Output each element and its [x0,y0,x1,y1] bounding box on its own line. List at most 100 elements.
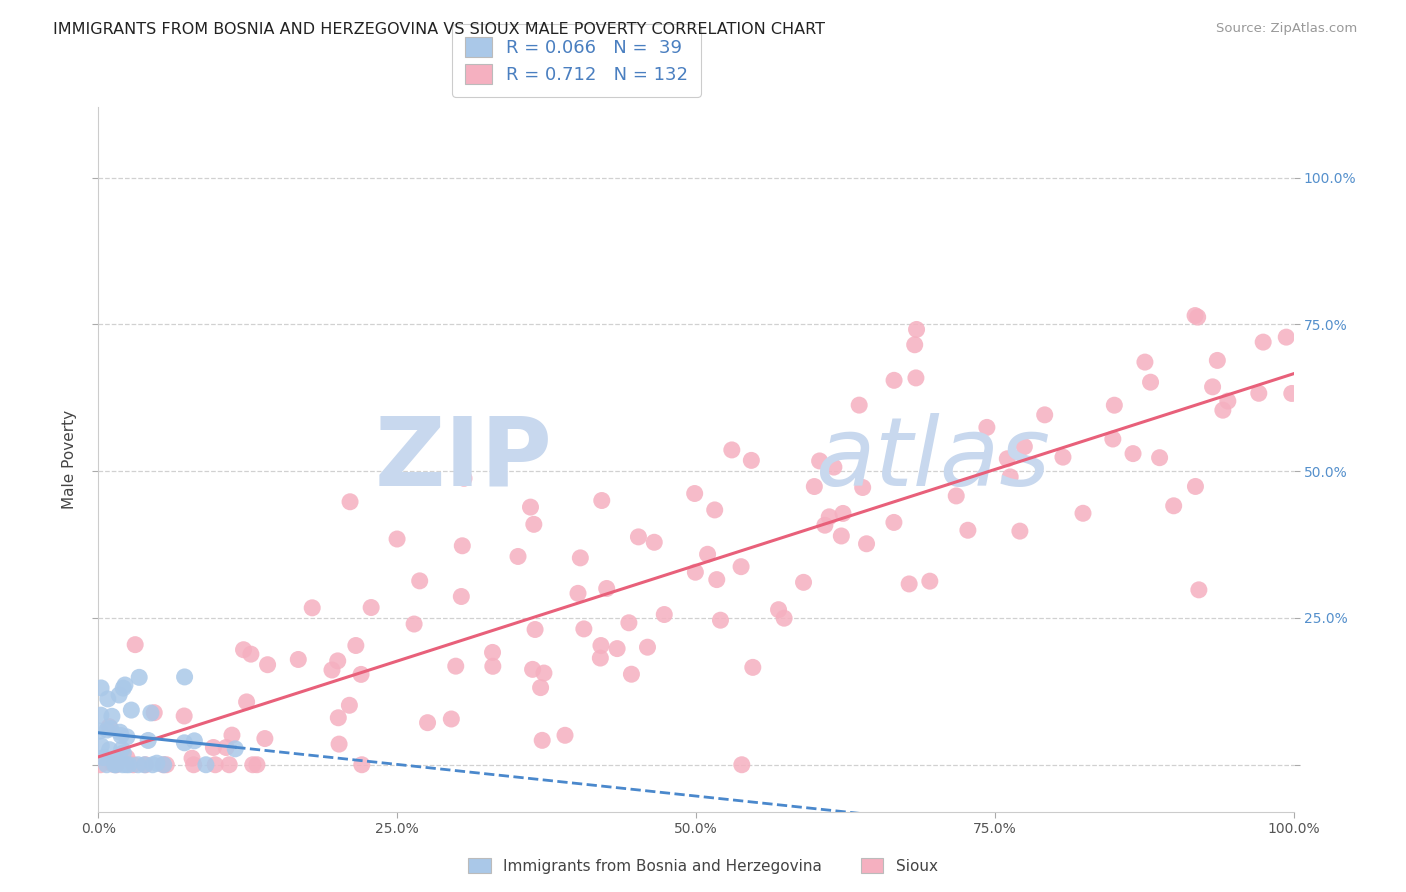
Point [90,681,112,695]
Point [1184,309,1206,323]
Point [1212,403,1234,417]
Point [519,500,541,515]
Point [652,607,675,622]
Point [181,751,204,765]
Point [115,757,138,772]
Point [101,757,124,772]
Point [440,712,463,726]
Text: ZIP: ZIP [374,413,553,506]
Point [328,711,350,725]
Point [620,667,643,681]
Point [110,729,132,743]
Point [1281,386,1303,401]
Point [183,734,205,748]
Point [956,523,979,537]
Point [118,757,141,772]
Point [706,573,728,587]
Point [135,757,157,772]
Point [995,451,1018,466]
Point [1122,447,1144,461]
Point [124,638,146,652]
Point [1133,355,1156,369]
Point [883,516,905,530]
Point [96,757,118,772]
Point [301,600,323,615]
Point [1206,353,1229,368]
Point [1275,330,1298,344]
Point [115,730,138,744]
Point [235,695,257,709]
Point [1101,432,1123,446]
Point [731,757,754,772]
Point [183,757,205,772]
Point [173,736,195,750]
Point [101,709,124,723]
Text: Source: ZipAtlas.com: Source: ZipAtlas.com [1216,22,1357,36]
Point [98,742,121,756]
Point [898,577,921,591]
Point [256,657,278,672]
Point [506,549,529,564]
Point [100,722,122,736]
Point [1251,335,1274,350]
Point [96,723,118,737]
Point [453,471,475,485]
Point [773,611,796,625]
Point [90,739,112,753]
Point [221,728,243,742]
Point [136,733,159,747]
Point [683,486,706,500]
Point [112,746,135,760]
Point [287,652,309,666]
Point [139,706,162,720]
Point [146,756,169,771]
Point [215,740,238,755]
Point [1188,582,1211,597]
Point [328,737,350,751]
Text: IMMIGRANTS FROM BOSNIA AND HERZEGOVINA VS SIOUX MALE POVERTY CORRELATION CHART: IMMIGRANTS FROM BOSNIA AND HERZEGOVINA V… [53,22,825,37]
Point [589,651,612,665]
Point [569,550,592,565]
Point [818,509,841,524]
Y-axis label: Male Poverty: Male Poverty [62,409,77,509]
Point [637,640,659,655]
Point [90,708,112,723]
Point [416,715,439,730]
Point [104,757,127,772]
Point [793,575,815,590]
Point [522,662,544,676]
Point [120,703,142,717]
Point [142,757,165,772]
Point [848,398,870,412]
Point [768,603,790,617]
Point [97,692,120,706]
Point [350,757,373,772]
Point [451,539,474,553]
Point [617,615,640,630]
Point [173,670,195,684]
Point [852,481,875,495]
Point [173,709,195,723]
Point [1104,398,1126,412]
Point [904,371,927,385]
Point [344,639,367,653]
Point [105,757,128,772]
Point [730,559,752,574]
Point [108,725,131,739]
Point [905,322,928,336]
Point [98,720,121,734]
Point [112,681,135,695]
Point [830,529,852,543]
Point [360,600,382,615]
Point [1163,499,1185,513]
Point [339,495,361,509]
Point [321,663,343,677]
Point [326,654,349,668]
Point [1008,524,1031,538]
Point [194,757,217,772]
Point [89,724,111,739]
Point [1184,479,1206,493]
Point [976,420,998,434]
Point [444,659,467,673]
Point [239,647,262,661]
